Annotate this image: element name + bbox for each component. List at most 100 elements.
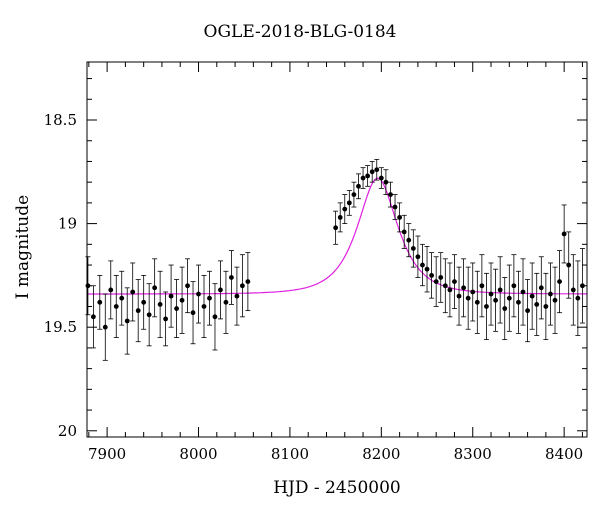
- data-point: [346, 200, 352, 206]
- data-point: [520, 289, 526, 295]
- data-point: [534, 302, 540, 307]
- data-point: [470, 289, 476, 295]
- data-point: [433, 279, 439, 285]
- data-point: [461, 285, 466, 291]
- data-point: [374, 167, 380, 173]
- data-point: [90, 314, 96, 320]
- data-point: [415, 254, 421, 260]
- data-point: [543, 304, 549, 309]
- data-point: [141, 299, 147, 305]
- axes-layer: 7900 8000 8100 8200 8300 8400 18.5 19 19.5 20: [44, 61, 588, 463]
- data-point: [452, 279, 457, 285]
- y-tick-label: 20: [58, 422, 77, 440]
- data-point: [185, 283, 190, 289]
- data-point: [342, 206, 348, 212]
- data-point: [365, 173, 371, 179]
- data-point: [401, 229, 407, 235]
- y-axis-label: I magnitude: [13, 194, 33, 300]
- data-point: [529, 293, 535, 299]
- x-tick-label: 8000: [179, 445, 217, 463]
- data-point: [146, 312, 152, 318]
- data-point: [420, 262, 425, 268]
- x-tick-label: 8300: [454, 445, 492, 463]
- data-point: [538, 285, 544, 291]
- data-point: [456, 293, 462, 299]
- data-point: [484, 304, 489, 309]
- data-point: [506, 295, 512, 301]
- data-point: [152, 285, 158, 291]
- y-tick-label: 18.5: [44, 111, 77, 129]
- data-point: [438, 275, 444, 280]
- data-points-layer: [85, 158, 585, 361]
- y-tick-label: 19.5: [44, 318, 77, 336]
- model-curve: [87, 177, 587, 295]
- data-point: [369, 169, 375, 175]
- data-point: [497, 287, 503, 293]
- data-point: [168, 293, 174, 299]
- plot-frame: [86, 61, 588, 438]
- data-point: [119, 295, 125, 301]
- data-point: [479, 283, 485, 289]
- data-point: [378, 175, 384, 181]
- data-point: [392, 204, 398, 210]
- data-point: [124, 318, 130, 324]
- data-point: [575, 295, 581, 301]
- data-point: [570, 287, 576, 293]
- data-point: [163, 316, 169, 322]
- data-point: [245, 279, 251, 285]
- x-axis-label: HJD - 2450000: [273, 478, 401, 498]
- data-point: [337, 214, 343, 220]
- data-point: [516, 299, 521, 305]
- data-point: [333, 225, 339, 231]
- data-point: [511, 283, 517, 289]
- data-point: [552, 297, 558, 303]
- data-point: [108, 287, 114, 293]
- data-point: [102, 324, 108, 330]
- data-point: [406, 237, 412, 243]
- data-point: [218, 287, 223, 293]
- data-point: [388, 192, 393, 197]
- x-tick-label: 8200: [362, 445, 400, 463]
- x-tick-label: 8400: [545, 445, 583, 463]
- data-point: [130, 289, 136, 295]
- data-point: [424, 266, 430, 272]
- data-point: [239, 283, 245, 289]
- data-point: [179, 297, 185, 303]
- data-point: [207, 295, 212, 301]
- y-tick-label: 19: [58, 215, 77, 233]
- data-point: [429, 272, 435, 278]
- data-point: [113, 304, 119, 309]
- data-point: [488, 291, 494, 297]
- data-point: [566, 262, 572, 268]
- data-point: [157, 302, 163, 307]
- data-point: [442, 283, 448, 289]
- data-point: [465, 295, 471, 301]
- data-point: [190, 310, 196, 316]
- data-point: [201, 304, 207, 309]
- data-point: [196, 291, 201, 297]
- data-point: [410, 246, 416, 251]
- model-layer: [87, 177, 587, 295]
- data-point: [174, 306, 179, 311]
- data-point: [474, 299, 480, 305]
- data-point: [383, 179, 389, 185]
- data-point: [135, 308, 141, 314]
- data-point: [548, 291, 553, 297]
- x-tick-label: 7900: [88, 445, 126, 463]
- data-point: [525, 308, 530, 314]
- data-point: [229, 275, 234, 280]
- data-point: [356, 183, 361, 189]
- chart-title: OGLE-2018-BLG-0184: [203, 22, 397, 42]
- data-point: [223, 299, 229, 305]
- data-point: [397, 214, 403, 220]
- data-point: [447, 287, 453, 293]
- data-point: [234, 293, 240, 299]
- data-point: [212, 314, 218, 320]
- data-point: [557, 279, 562, 285]
- data-point: [97, 299, 103, 305]
- data-point: [351, 192, 357, 197]
- data-point: [493, 297, 498, 303]
- data-point: [360, 175, 366, 181]
- data-point: [502, 306, 508, 311]
